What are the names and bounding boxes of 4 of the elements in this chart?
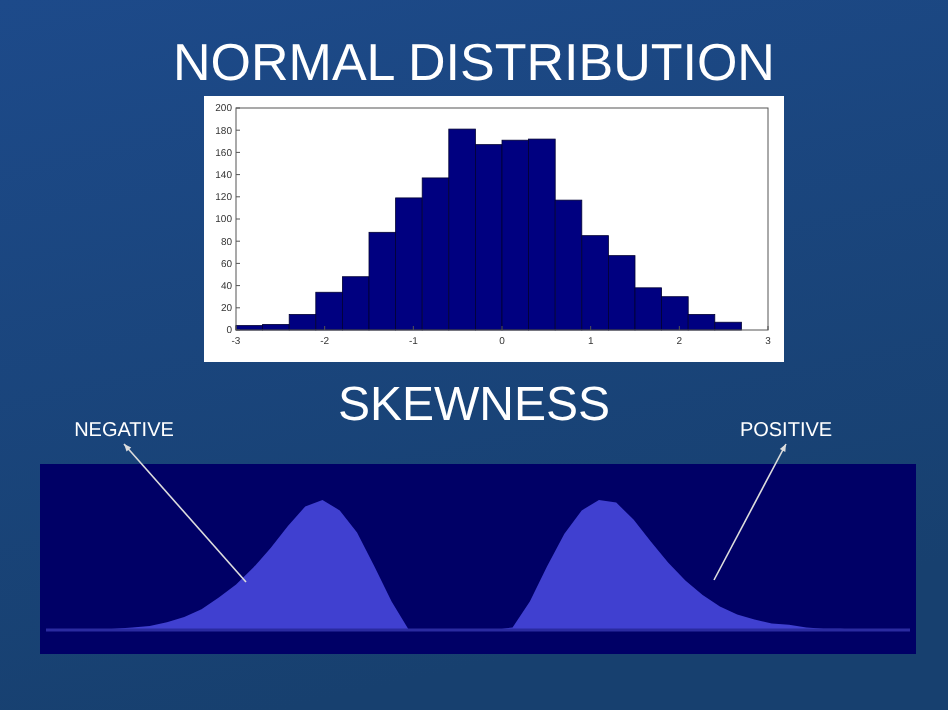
chart-title: SKEWNESS	[337, 378, 611, 432]
text: POSITIVE	[739, 420, 833, 442]
chart-title: NORMAL DISTRIBUTION	[173, 32, 775, 92]
text: NEGATIVE	[74, 420, 175, 442]
